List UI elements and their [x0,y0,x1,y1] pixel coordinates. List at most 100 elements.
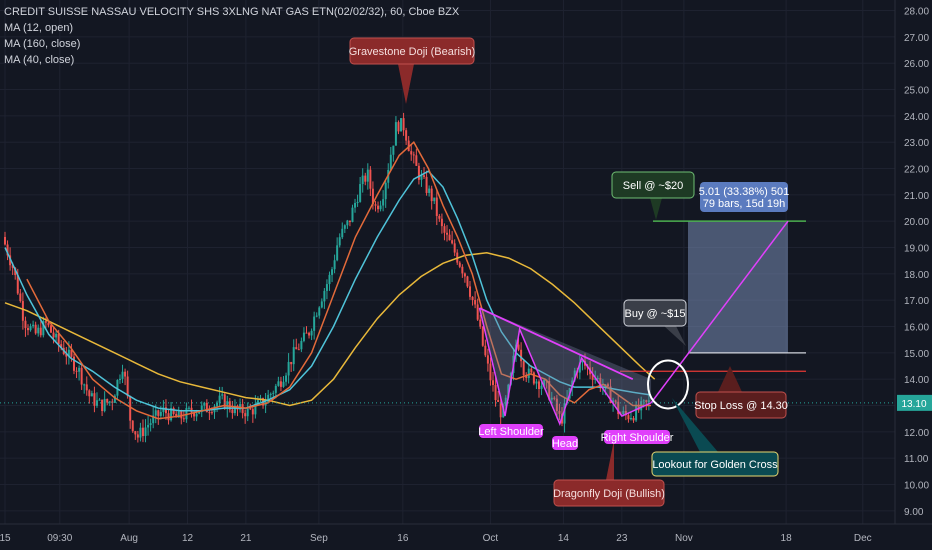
candle-body [175,413,178,418]
sell-label-text: Sell @ ~$20 [623,180,683,192]
candle-body [346,220,349,226]
candle-body [200,405,203,412]
candle-body [535,381,538,384]
buy-label[interactable]: Buy @ ~$15 [623,299,687,346]
candle-body [90,393,93,397]
stop-loss-label-pointer [718,366,742,392]
neckline [479,307,634,380]
candle-body [164,407,167,414]
candle-body [274,385,277,393]
dragonfly-label-text: Dragonfly Doji (Bullish) [553,488,665,500]
candle-body [522,361,525,376]
candle-body [80,367,83,385]
candle-body [647,400,650,402]
candle-body [453,243,456,253]
right-shoulder-label[interactable]: Right Shoulder [601,430,674,444]
symbol-title[interactable]: CREDIT SUISSE NASSAU VELOCITY SHS 3XLNG … [4,6,460,18]
candle-body [147,424,150,428]
candle-body [126,376,129,397]
candle-body [185,408,188,420]
candle-body [88,390,91,397]
sell-label[interactable]: Sell @ ~$20 [611,171,695,220]
candle-body [323,290,326,302]
candle-body [170,408,173,421]
candle-body [430,188,433,202]
candle-body [21,301,24,321]
gravestone-label[interactable]: Gravestone Doji (Bearish) [349,37,476,104]
candle-body [131,420,134,432]
golden-cross-label-text: Lookout for Golden Cross [652,459,778,471]
candle-body [106,398,109,403]
legend-ma12[interactable]: MA (12, open) [4,22,74,34]
candle-body [149,423,152,425]
buy-label-text: Buy @ ~$15 [624,308,685,320]
price-axis[interactable]: 28.00 27.00 26.00 25.00 24.00 23.00 22.00 21.00… [894,0,932,524]
candle-body [573,370,576,381]
y-tick-label: 17.00 [904,296,929,307]
candle-body [624,410,627,416]
candle-body [313,316,316,331]
candle-body [292,347,295,365]
left-shoulder-label[interactable]: Left Shoulder [478,424,544,438]
y-tick-label: 15.00 [904,349,929,360]
candle-body [492,380,495,386]
candle-body [382,199,385,206]
candle-body [481,326,484,346]
candle-body [642,400,645,402]
candle-body [499,402,502,418]
pattern-outline [478,307,652,427]
ma40-line [4,170,652,412]
candle-body [154,410,157,416]
candle-body [622,410,625,415]
head-label[interactable]: Head [552,436,578,450]
candle-body [4,236,6,245]
candle-body [433,197,436,202]
stop-loss-label-text: Stop Loss @ 14.30 [694,400,788,412]
candle-body [67,349,70,357]
time-axis[interactable]: 15 09:30 Aug 12 21 Sep 16 Oct 14 23 Nov 18 Dec [0,523,932,544]
candle-body [461,266,464,274]
candle-body [338,237,341,246]
candle-body [348,220,351,223]
candle-body [37,327,40,334]
candle-body [144,427,147,437]
x-tick-label: Dec [854,533,872,544]
candle-body [124,371,127,377]
candle-body [520,349,523,362]
y-tick-label: 14.00 [904,375,929,386]
chart-legend: CREDIT SUISSE NASSAU VELOCITY SHS 3XLNG … [4,4,459,68]
candle-body [180,411,183,419]
golden-cross-label[interactable]: Lookout for Golden Cross [651,398,779,477]
candle-body [476,304,479,320]
candle-body [609,386,612,404]
candle-body [366,169,369,182]
candle-body [594,378,597,380]
candle-body [354,202,357,208]
candle-body [497,400,500,403]
candle-body [412,154,415,156]
candle-body [555,398,558,412]
current-price-tag[interactable]: 13.10 [897,394,932,411]
legend-ma160[interactable]: MA (160, close) [4,38,81,50]
candle-body [221,394,224,396]
candle-body [233,405,236,414]
candle-body [187,407,190,409]
candle-body [29,326,32,331]
candle-body [24,320,27,329]
legend-ma40[interactable]: MA (40, close) [4,54,75,66]
candle-body [279,381,282,387]
candle-body [550,397,553,400]
candle-body [42,321,45,336]
dragonfly-label[interactable]: Dragonfly Doji (Bullish) [553,440,665,507]
candle-body [507,384,510,398]
candle-body [405,130,408,141]
candle-body [139,427,142,438]
moving-averages [4,141,656,420]
candle-body [343,225,346,229]
x-tick-label: 23 [616,533,628,544]
candle-body [269,393,272,395]
measure-label-text: 79 bars, 15d 19h [703,198,786,210]
stop-loss-label[interactable]: Stop Loss @ 14.30 [694,366,788,419]
